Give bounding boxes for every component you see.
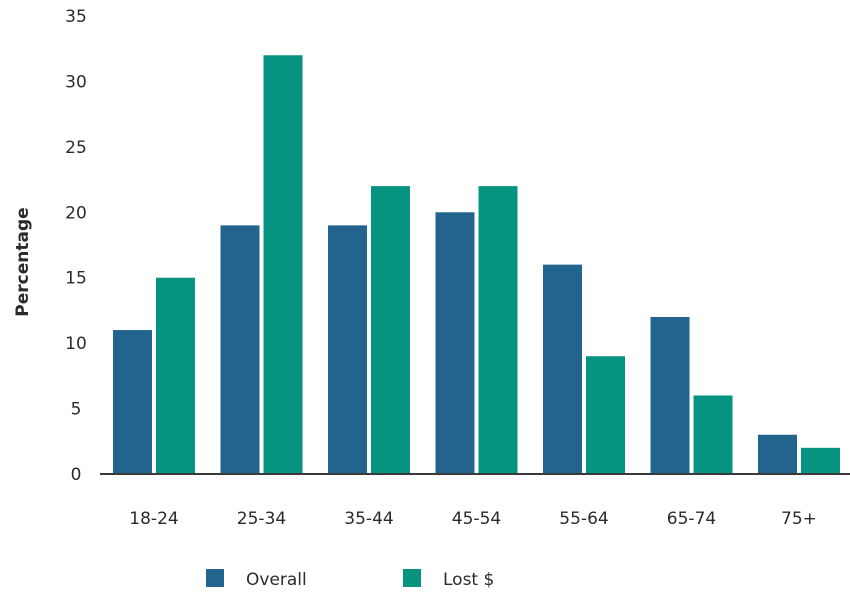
y-tick-label: 0 bbox=[71, 465, 82, 485]
x-tick-label: 18-24 bbox=[129, 509, 178, 529]
y-tick-label: 35 bbox=[65, 7, 87, 27]
bar-overall-45-54 bbox=[435, 212, 475, 475]
bar-overall-75+ bbox=[758, 434, 797, 474]
y-tick-label: 20 bbox=[65, 203, 87, 223]
y-tick-label: 30 bbox=[65, 72, 87, 92]
y-tick-label: 10 bbox=[65, 334, 87, 354]
x-tick-label: 65-74 bbox=[667, 509, 716, 529]
bar-overall-35-44 bbox=[328, 225, 367, 474]
bar-overall-25-34 bbox=[220, 225, 260, 474]
y-tick-label: 15 bbox=[65, 269, 87, 289]
x-tick-label: 75+ bbox=[781, 509, 817, 529]
legend-label-lost: Lost $ bbox=[443, 570, 494, 590]
bar-lost-75+ bbox=[801, 447, 840, 474]
x-tick-label: 55-64 bbox=[559, 509, 608, 529]
bar-lost-65-74 bbox=[693, 395, 733, 474]
bar-lost-25-34 bbox=[263, 55, 303, 474]
x-tick-label: 25-34 bbox=[237, 509, 286, 529]
legend-swatch-lost bbox=[403, 569, 421, 587]
bar-lost-45-54 bbox=[478, 186, 518, 474]
bars bbox=[113, 55, 840, 475]
y-tick-label: 5 bbox=[71, 400, 82, 420]
y-ticks: 0 5 10 15 20 25 30 35 bbox=[65, 7, 87, 485]
x-ticks: 18-24 25-34 35-44 45-54 55-64 65-74 75+ bbox=[129, 509, 817, 529]
bar-overall-55-64 bbox=[543, 264, 582, 474]
x-tick-label: 45-54 bbox=[452, 509, 501, 529]
y-tick-label: 25 bbox=[65, 138, 87, 158]
y-axis-label-group: Percentage bbox=[13, 207, 33, 316]
bar-overall-18-24 bbox=[113, 330, 152, 474]
legend: Overall Lost $ bbox=[206, 569, 494, 590]
bar-lost-35-44 bbox=[371, 186, 410, 474]
x-tick-label: 35-44 bbox=[344, 509, 393, 529]
bar-lost-18-24 bbox=[156, 277, 195, 474]
y-axis-label: Percentage bbox=[13, 207, 33, 316]
bar-overall-65-74 bbox=[650, 316, 690, 474]
bar-lost-55-64 bbox=[586, 356, 625, 474]
legend-label-overall: Overall bbox=[246, 570, 307, 590]
legend-swatch-overall bbox=[206, 569, 224, 587]
